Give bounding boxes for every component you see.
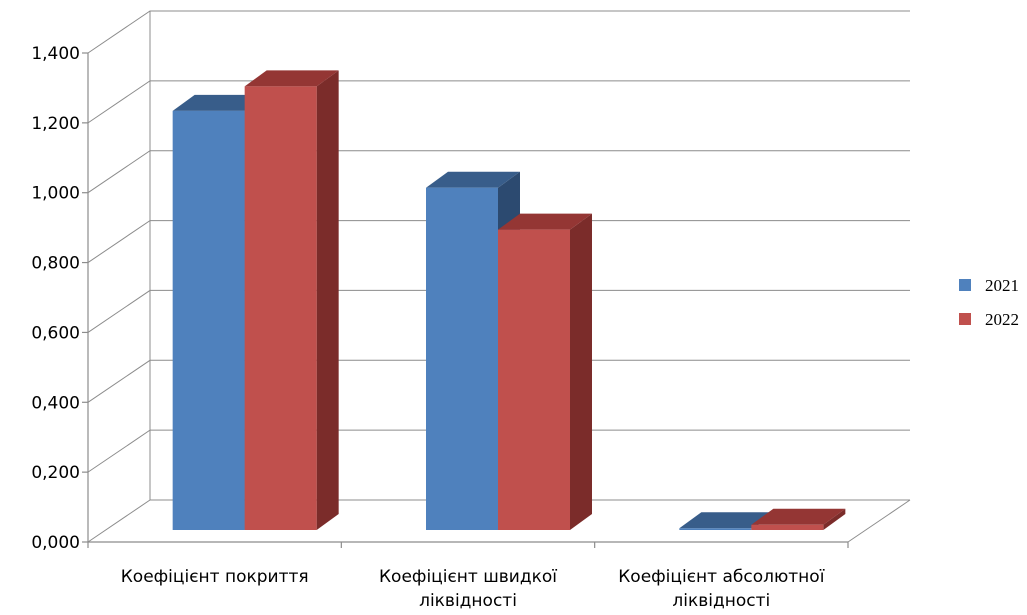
x-category-label: Коефіцієнт швидкої ліквідності	[379, 567, 557, 610]
x-category-label-line: Коефіцієнт швидкої	[379, 567, 557, 587]
bar-front-face	[244, 86, 317, 531]
axis-layer	[82, 11, 911, 548]
y-tick-label: 0,200	[31, 463, 80, 483]
y-tick-label: 0,400	[31, 393, 80, 413]
tick-layer: 0,000 0,200 0,400 0,600 0,800 1,000 1,200 1,400	[31, 44, 80, 553]
bar-top-face	[498, 213, 592, 230]
bar-front-face	[751, 524, 824, 530]
bar-2022-1	[498, 213, 592, 530]
y-tick-label: 0,000	[31, 533, 80, 553]
x-category-label-line: Коефіцієнт абсолютної	[618, 567, 824, 587]
bar-top-face	[172, 94, 267, 111]
bar-side-face	[316, 70, 339, 531]
legend-layer: 2021 2022	[959, 276, 1019, 329]
y-tick-label: 1,200	[31, 114, 80, 134]
bar-2022-0	[244, 70, 339, 531]
legend-swatch	[959, 279, 971, 291]
bar-top-face	[426, 171, 520, 188]
bar-top-face	[751, 508, 846, 525]
category-layer: Коефіцієнт покриття Коефіцієнт швидкої лік…	[121, 567, 825, 611]
gridline	[87, 10, 910, 54]
floor-edge	[847, 499, 911, 543]
legend-label: 2022	[985, 310, 1019, 329]
legend-label: 2021	[985, 276, 1019, 295]
x-category-label: Коефіцієнт покриття	[121, 567, 309, 587]
bar-front-face	[679, 528, 752, 530]
bar-2022-2	[751, 508, 846, 530]
x-category-label: Коефіцієнт абсолютної ліквідності	[618, 567, 824, 610]
bar-front-face	[426, 187, 498, 530]
bar-layer	[172, 70, 846, 531]
x-category-label-line: ліквідності	[419, 591, 517, 610]
bar-top-face	[244, 70, 339, 87]
bar-front-face	[172, 110, 245, 530]
legend-swatch	[959, 313, 971, 325]
x-category-label-line: ліквідності	[672, 591, 770, 610]
y-tick-label: 0,600	[31, 323, 80, 343]
y-tick-label: 1,400	[31, 44, 80, 64]
x-category-label-line: Коефіцієнт покриття	[121, 567, 309, 587]
bar-side-face	[570, 213, 592, 530]
bar-front-face	[498, 229, 570, 530]
bar-side-face	[823, 508, 846, 530]
y-tick-label: 1,000	[31, 184, 80, 204]
y-tick-label: 0,800	[31, 254, 80, 274]
bar-top-face	[679, 512, 774, 529]
